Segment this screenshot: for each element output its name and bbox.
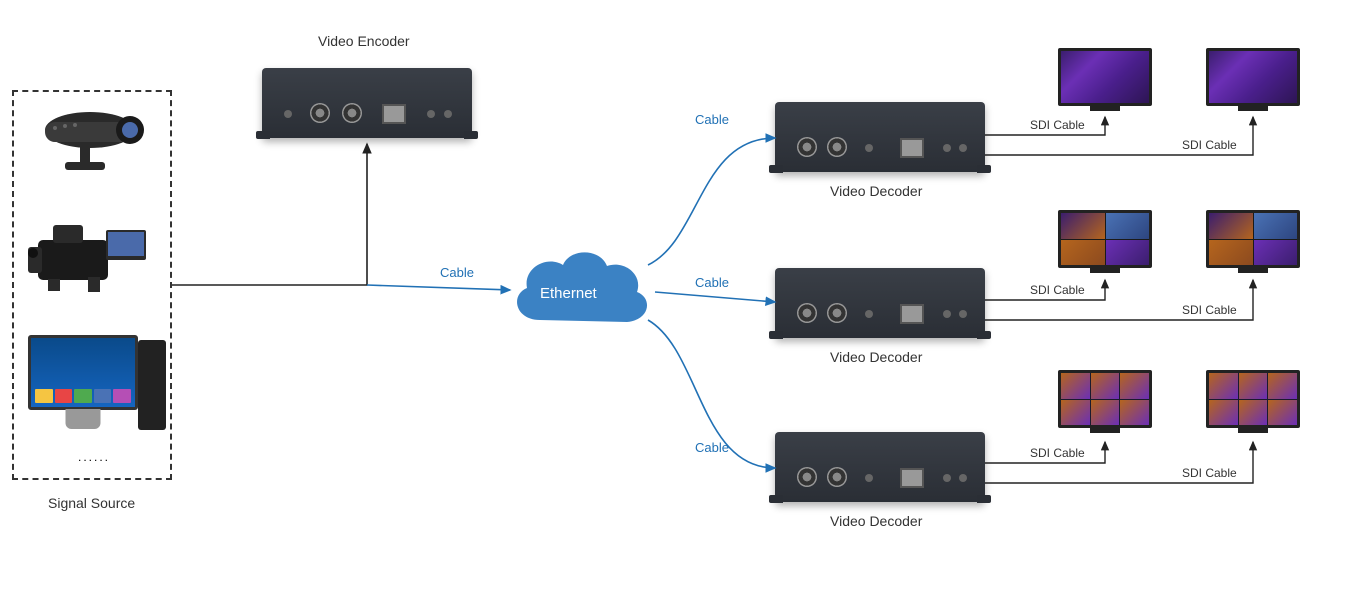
cable-label-1: Cable: [440, 265, 474, 280]
display-monitor-2a: [1058, 210, 1152, 268]
sdi-label-3b: SDI Cable: [1182, 466, 1237, 480]
connection-lines: [0, 0, 1360, 600]
video-decoder-device-2: [775, 268, 985, 338]
pc-tower-icon: [138, 340, 166, 430]
decoder-label-3: Video Decoder: [830, 513, 922, 529]
pc-monitor-icon: [28, 335, 138, 410]
video-decoder-device-1: [775, 102, 985, 172]
security-camera-icon: [30, 100, 150, 170]
cable-label-2: Cable: [695, 112, 729, 127]
display-monitor-1a: [1058, 48, 1152, 106]
cable-label-4: Cable: [695, 440, 729, 455]
display-monitor-3b: [1206, 370, 1300, 428]
encoder-label: Video Encoder: [318, 33, 410, 49]
sdi-label-3a: SDI Cable: [1030, 446, 1085, 460]
ethernet-label: Ethernet: [540, 285, 597, 302]
video-decoder-device-3: [775, 432, 985, 502]
cable-label-3: Cable: [695, 275, 729, 290]
decoder-label-1: Video Decoder: [830, 183, 922, 199]
display-monitor-3a: [1058, 370, 1152, 428]
display-monitor-1b: [1206, 48, 1300, 106]
pro-camera-icon: [28, 205, 153, 295]
sdi-label-1a: SDI Cable: [1030, 118, 1085, 132]
sdi-label-1b: SDI Cable: [1182, 138, 1237, 152]
sdi-label-2b: SDI Cable: [1182, 303, 1237, 317]
display-monitor-2b: [1206, 210, 1300, 268]
video-encoder-device: [262, 68, 472, 138]
sdi-label-2a: SDI Cable: [1030, 283, 1085, 297]
decoder-label-2: Video Decoder: [830, 349, 922, 365]
ellipsis: ......: [78, 450, 110, 464]
signal-source-label: Signal Source: [48, 495, 135, 511]
